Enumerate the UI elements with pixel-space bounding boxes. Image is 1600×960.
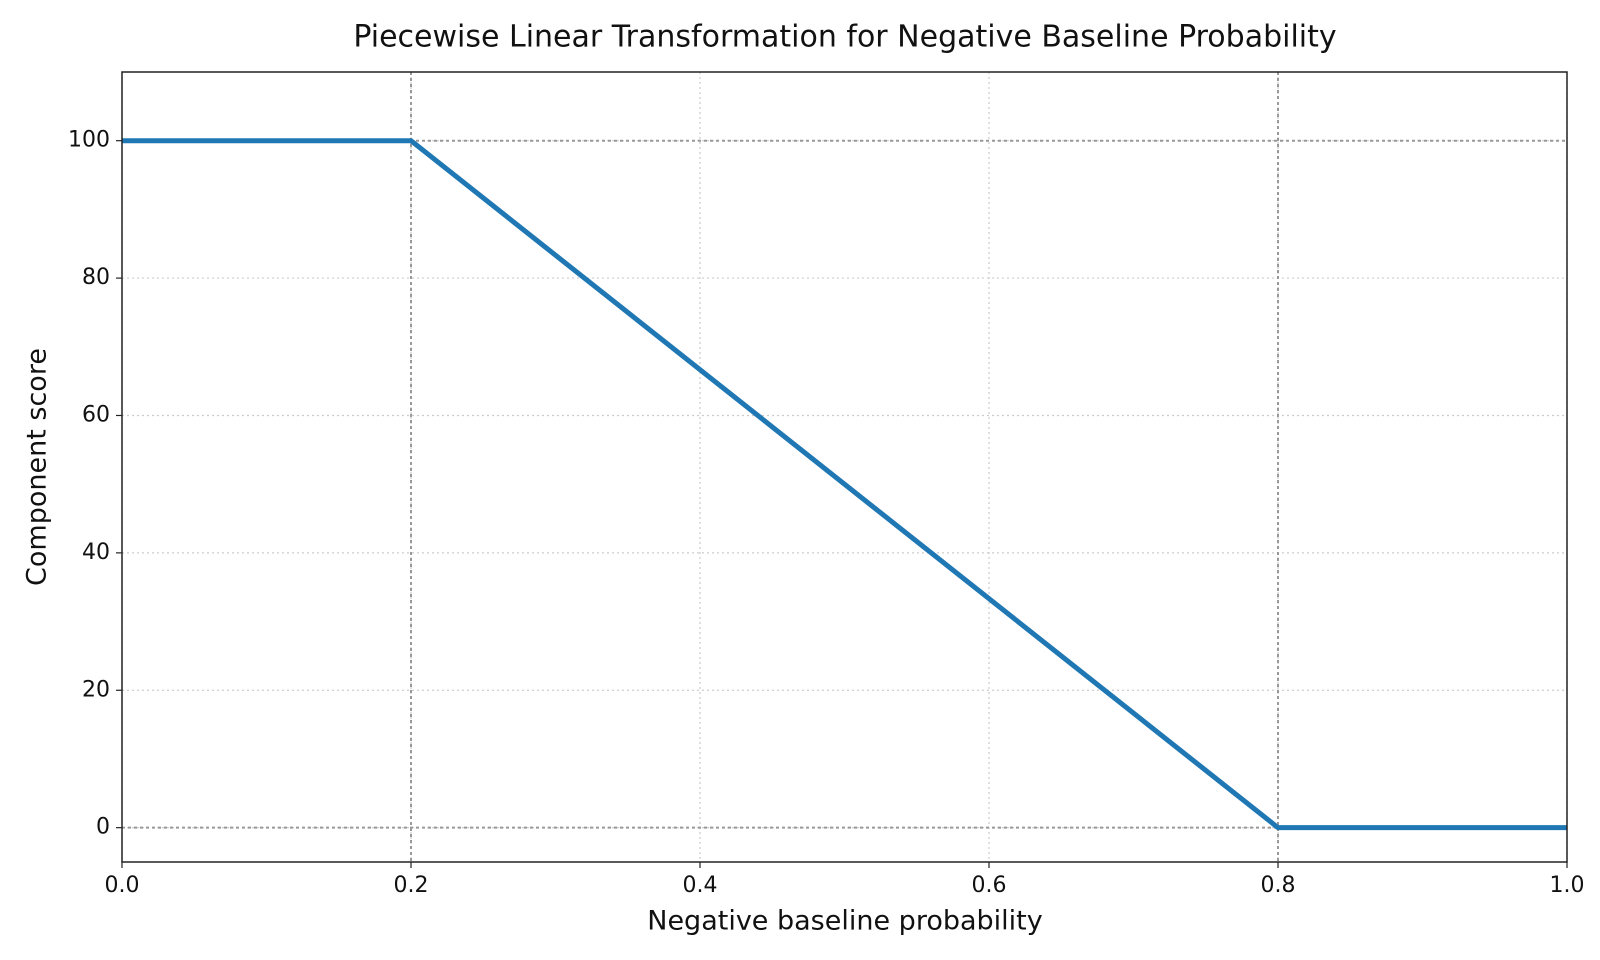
y-tick-label: 60 — [82, 402, 110, 427]
y-tick-label: 80 — [82, 265, 110, 290]
x-tick-label: 0.6 — [972, 873, 1007, 898]
y-tick-label: 20 — [82, 677, 110, 702]
chart-title: Piecewise Linear Transformation for Nega… — [353, 20, 1336, 55]
x-tick-label: 1.0 — [1550, 873, 1585, 898]
x-tick-label: 0.4 — [683, 873, 718, 898]
x-axis-label: Negative baseline probability — [647, 906, 1043, 937]
x-tick-label: 0.8 — [1261, 873, 1296, 898]
y-tick-label: 40 — [82, 540, 110, 565]
data-line — [122, 138, 1567, 831]
y-tick-label: 100 — [68, 128, 110, 153]
x-tick-label: 0.0 — [105, 873, 140, 898]
y-tick-label: 0 — [96, 815, 110, 840]
plot-frame — [121, 71, 1568, 863]
y-axis-label: Component score — [22, 348, 53, 586]
x-tick-label: 0.2 — [394, 873, 429, 898]
